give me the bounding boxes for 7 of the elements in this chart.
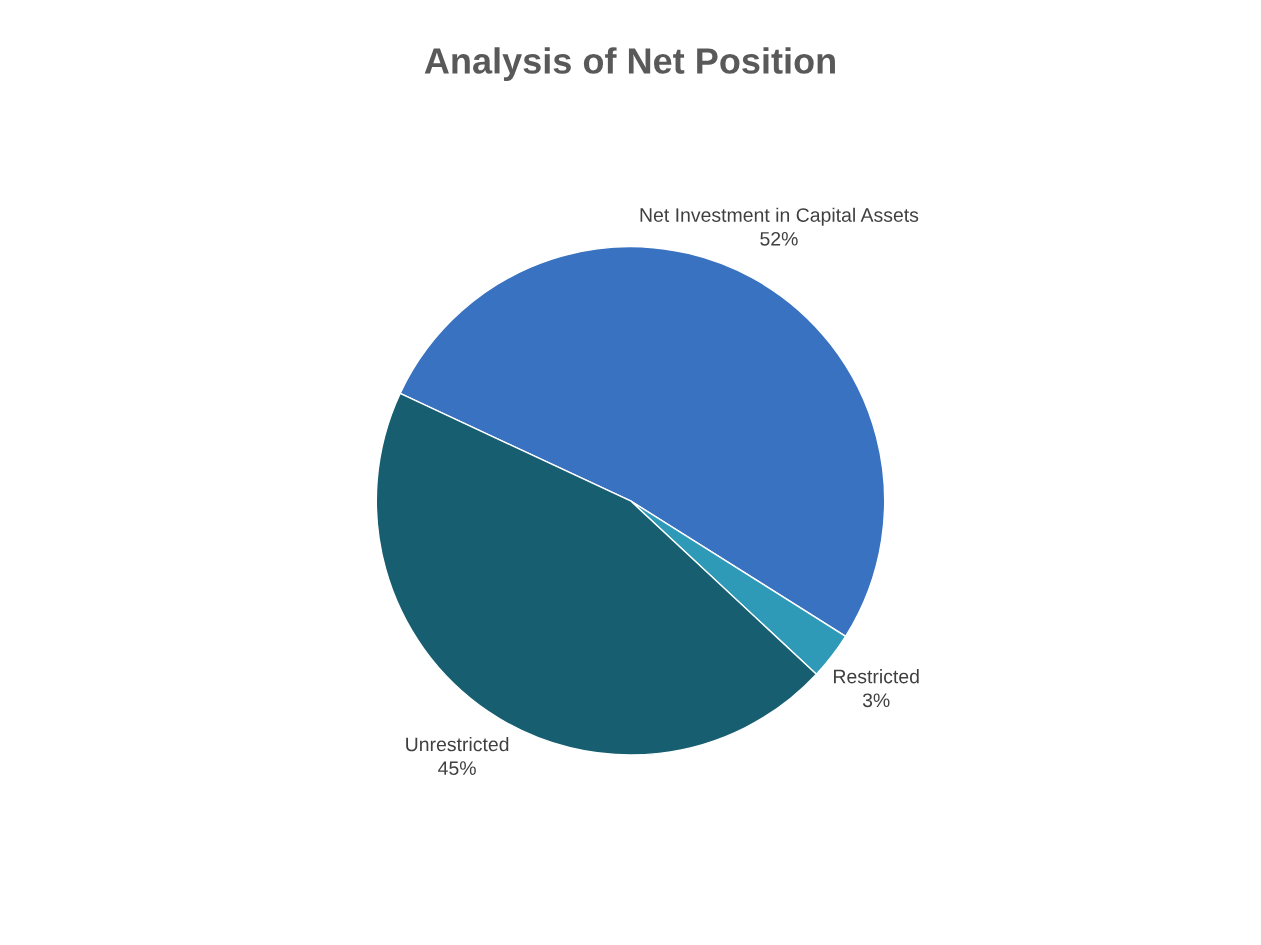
slice-label: Restricted: [834, 669, 919, 684]
chart-title: Analysis of Net Position: [424, 47, 835, 81]
data-label: 52%: [760, 231, 798, 246]
data-label: 45%: [438, 761, 476, 776]
slice-label: Net Investment in Capital Assets: [640, 207, 919, 226]
data-label: 3%: [862, 693, 890, 708]
slice-label: Unrestricted: [406, 736, 509, 752]
